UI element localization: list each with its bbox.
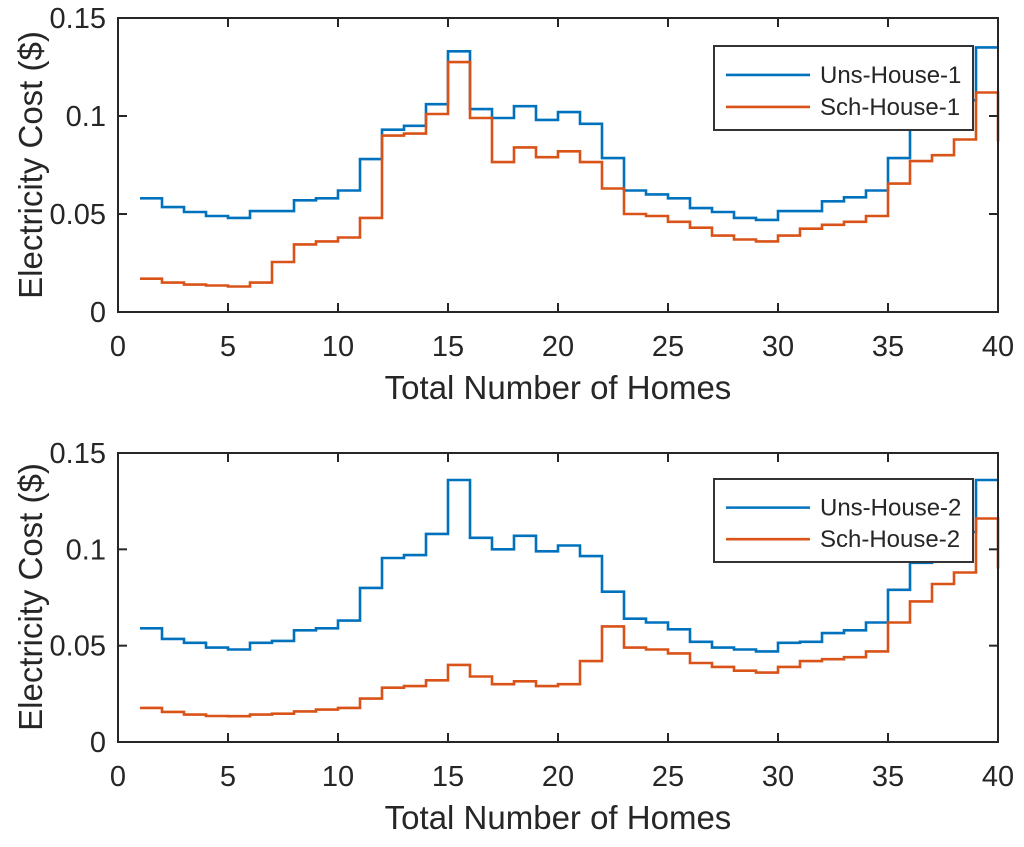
subplot2-x-tick-label: 0 (110, 761, 126, 793)
subplot1-y-tick-label: 0.05 (50, 199, 106, 231)
subplot1-legend: Uns-House-1 Sch-House-1 (713, 45, 974, 131)
subplot1-y-tick-label: 0.15 (50, 3, 106, 35)
subplot2-y-tick-label: 0.15 (50, 438, 106, 470)
uns-house-1-line (140, 46, 998, 222)
subplot-house-1: Electricity Cost ($) Total Number of Hom… (12, 3, 1014, 406)
uns-house-1-legend-label: Uns-House-1 (820, 62, 961, 89)
subplot1-x-tick-label: 10 (322, 331, 354, 363)
sch-house-1-line (140, 60, 1000, 288)
sch-house-2-legend-label: Sch-House-2 (820, 526, 960, 553)
subplot2-x-tick-label: 15 (432, 761, 464, 793)
subplot1-plot-area: 0 5 10 15 20 25 30 35 40 0 0.05 0.1 0.15 Uns-House-1 S… (50, 3, 1015, 363)
subplot2-y-axis-label: Electricity Cost ($) (12, 463, 49, 731)
subplot1-x-tick-label: 35 (872, 331, 904, 363)
subplot2-x-tick-label: 30 (762, 761, 794, 793)
subplot2-y-tick-label: 0.1 (66, 534, 106, 566)
subplot1-x-tick-label: 20 (542, 331, 574, 363)
subplot1-y-tick-label: 0.1 (66, 101, 106, 133)
uns-house-2-line (140, 478, 998, 653)
subplot1-x-tick-label: 15 (432, 331, 464, 363)
subplot2-y-tick-label: 0.05 (50, 631, 106, 663)
subplot1-x-tick-label: 30 (762, 331, 794, 363)
subplot1-y-tick-label: 0 (90, 297, 106, 329)
subplot1-x-axis-label: Total Number of Homes (385, 369, 732, 406)
subplot2-plot-area: 0 5 10 15 20 25 30 35 40 0 0.05 0.1 0.15 Uns-House-2 S… (50, 438, 1015, 793)
subplot2-y-tick-label: 0 (90, 727, 106, 759)
subplot1-x-tick-label: 0 (110, 331, 126, 363)
subplot2-legend-box (713, 478, 974, 563)
subplot2-x-tick-label: 20 (542, 761, 574, 793)
subplot2-x-tick-label: 5 (220, 761, 236, 793)
subplot2-x-tick-label: 40 (982, 761, 1014, 793)
subplot1-x-tick-label: 25 (652, 331, 684, 363)
subplot2-x-axis-label: Total Number of Homes (385, 799, 732, 836)
subplot1-y-axis-label: Electricity Cost ($) (12, 31, 49, 299)
sch-house-1-legend-label: Sch-House-1 (820, 94, 960, 121)
subplot-house-2: Electricity Cost ($) Total Number of Hom… (12, 438, 1014, 836)
subplot1-x-tick-label: 5 (220, 331, 236, 363)
sch-house-2-line (140, 517, 1000, 718)
subplot1-x-tick-label: 40 (982, 331, 1014, 363)
subplot2-x-tick-label: 35 (872, 761, 904, 793)
subplot2-x-tick-label: 25 (652, 761, 684, 793)
subplot2-legend: Uns-House-2 Sch-House-2 (713, 478, 974, 563)
uns-house-2-legend-label: Uns-House-2 (820, 495, 961, 522)
subplot1-legend-box (713, 45, 974, 131)
subplot2-x-tick-label: 10 (322, 761, 354, 793)
